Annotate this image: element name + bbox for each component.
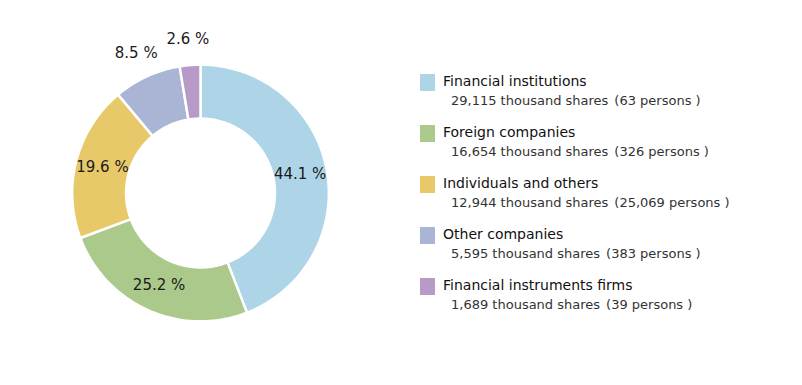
html-text:1,689 thousand shares (39 pers: 1,689 thousand shares (39 persons )	[451, 297, 693, 312]
html-text:12,944 thousand shares (25,069: 12,944 thousand shares (25,069 persons )	[451, 195, 730, 210]
html-text:29,115 thousand shares (63 per: 29,115 thousand shares (63 persons )	[451, 93, 701, 108]
html-text:Foreign companies: Foreign companies	[443, 124, 576, 140]
svg-text:44.1 %: 44.1 %	[274, 165, 326, 183]
html-text:Individuals and others: Individuals and others	[443, 175, 599, 191]
html-text:16,654 thousand shares (326 pe: 16,654 thousand shares (326 persons )	[451, 144, 709, 159]
html-text:Other companies: Other companies	[443, 226, 564, 242]
html-text:Financial instruments firms: Financial instruments firms	[443, 277, 633, 293]
svg-text:8.5 %: 8.5 %	[115, 44, 158, 62]
svg-text:25.2 %: 25.2 %	[133, 276, 185, 294]
html-text:Financial institutions: Financial institutions	[443, 73, 587, 89]
svg-text:2.6 %: 2.6 %	[166, 30, 209, 48]
svg-text:19.6 %: 19.6 %	[76, 158, 128, 176]
html-text:5,595 thousand shares (383 per: 5,595 thousand shares (383 persons )	[451, 246, 701, 261]
